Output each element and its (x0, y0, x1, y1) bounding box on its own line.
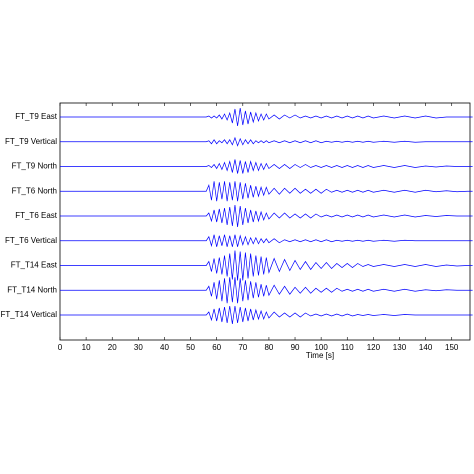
trace-label: FT_T9 East (15, 112, 58, 121)
seismic-trace (60, 107, 473, 127)
trace-label: FT_T6 East (15, 211, 58, 220)
seismic-trace (60, 277, 473, 304)
x-tick-label: 80 (264, 343, 273, 352)
seismic-trace (60, 136, 473, 147)
x-axis-label: Time [s] (306, 351, 334, 360)
x-tick-label: 140 (419, 343, 433, 352)
trace-label: FT_T9 North (12, 162, 57, 171)
x-tick-label: 70 (238, 343, 247, 352)
seismic-trace (60, 181, 473, 202)
x-tick-label: 40 (160, 343, 169, 352)
plot-frame (59, 102, 471, 341)
x-tick-label: 20 (108, 343, 117, 352)
x-tick-label: 120 (367, 343, 381, 352)
trace-label: FT_T14 East (11, 261, 58, 270)
x-tick-label: 0 (58, 343, 63, 352)
x-tick-label: 150 (445, 343, 459, 352)
x-tick-label: 90 (291, 343, 300, 352)
x-tick-label: 100 (314, 343, 328, 352)
seismic-trace (60, 305, 473, 325)
trace-label: FT_T9 Vertical (5, 137, 57, 146)
seismic-trace (60, 159, 473, 174)
x-tick-label: 10 (82, 343, 91, 352)
trace-label: FT_T14 North (7, 285, 57, 294)
seismic-trace (60, 250, 473, 281)
trace-label: FT_T6 North (12, 186, 57, 195)
x-tick-label: 30 (134, 343, 143, 352)
seismic-trace (60, 204, 473, 228)
trace-label: FT_T14 Vertical (1, 310, 58, 319)
x-tick-label: 60 (212, 343, 221, 352)
x-tick-label: 110 (341, 343, 354, 352)
seismic-trace (60, 234, 473, 248)
x-tick-label: 50 (186, 343, 195, 352)
x-tick-label: 130 (393, 343, 407, 352)
trace-label: FT_T6 Vertical (5, 236, 57, 245)
